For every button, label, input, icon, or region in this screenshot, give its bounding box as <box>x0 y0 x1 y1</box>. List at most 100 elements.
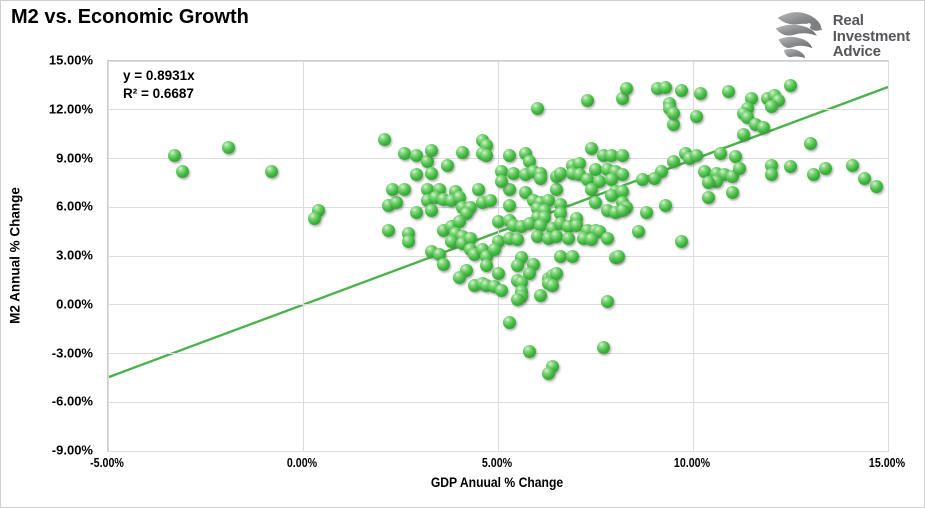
scatter-point <box>175 165 189 178</box>
scatter-point <box>702 176 716 190</box>
scatter-point <box>858 171 872 185</box>
scatter-point <box>604 148 618 162</box>
scatter-point <box>409 205 423 219</box>
scatter-point <box>265 165 279 178</box>
gridline-horizontal <box>108 304 888 306</box>
scatter-point <box>378 132 392 146</box>
scatter-point <box>550 182 563 196</box>
scatter-point <box>667 155 680 169</box>
scatter-point <box>631 225 645 239</box>
x-tick-label: 10.00% <box>673 455 711 470</box>
scatter-point <box>635 173 649 187</box>
chart-title: M2 vs. Economic Growth <box>11 6 249 28</box>
scatter-point <box>600 231 614 245</box>
gridline-horizontal <box>108 401 888 403</box>
scatter-point <box>511 259 524 273</box>
equation-line: y = 0.8931x <box>123 68 195 83</box>
scatter-point <box>401 234 415 248</box>
scatter-point <box>507 166 521 180</box>
scatter-point <box>409 148 423 162</box>
scatter-point <box>702 191 716 204</box>
scatter-point <box>479 148 493 162</box>
scatter-point <box>620 82 634 96</box>
y-tick-label: 3.00% <box>56 247 93 263</box>
scatter-point <box>522 345 536 359</box>
scatter-point <box>600 295 614 308</box>
scatter-point <box>511 233 524 247</box>
scatter-point <box>491 267 505 281</box>
scatter-point <box>483 194 497 208</box>
scatter-point <box>553 249 567 263</box>
scatter-point <box>472 182 485 196</box>
scatter-point <box>390 195 404 209</box>
scatter-point <box>440 158 454 172</box>
y-tick-label: 15.00% <box>48 52 93 68</box>
scatter-point <box>421 155 435 169</box>
scatter-point <box>546 278 560 292</box>
scatter-point <box>495 283 509 297</box>
scatter-point <box>495 174 509 188</box>
x-tick-label: 15.00% <box>868 455 906 470</box>
gridline-horizontal <box>108 206 888 208</box>
scatter-point <box>464 231 478 245</box>
scatter-point <box>725 186 739 200</box>
scatter-point <box>846 158 860 172</box>
scatter-point <box>604 189 618 203</box>
scatter-point <box>596 340 610 354</box>
gridline-horizontal <box>108 158 888 159</box>
scatter-point <box>690 148 704 162</box>
scatter-point <box>764 100 778 113</box>
logo-text: Real Investment Advice <box>833 13 910 60</box>
scatter-point <box>522 217 536 230</box>
scatter-point <box>452 215 466 229</box>
scatter-point <box>713 147 727 161</box>
scatter-point <box>491 215 505 229</box>
plot-area <box>107 60 889 452</box>
scatter-point <box>503 182 517 196</box>
scatter-point <box>729 150 743 164</box>
scatter-point <box>565 249 579 263</box>
x-tick-label: 0.00% <box>286 455 318 470</box>
scatter-point <box>764 168 778 182</box>
x-tick-label: 5.00% <box>481 455 513 470</box>
scatter-point <box>616 184 630 198</box>
scatter-point <box>167 148 181 162</box>
scatter-point <box>589 163 602 177</box>
scatter-point <box>386 182 400 196</box>
scatter-point <box>550 267 563 281</box>
scatter-point <box>436 257 450 271</box>
scatter-point <box>503 316 517 330</box>
scatter-point <box>589 195 602 209</box>
scatter-point <box>807 168 821 182</box>
scatter-point <box>534 171 548 185</box>
scatter-point <box>397 182 411 196</box>
scatter-point <box>542 366 556 380</box>
scatter-point <box>659 199 673 213</box>
scatter-point <box>819 161 833 175</box>
scatter-point <box>869 179 883 193</box>
scatter-point <box>612 249 626 263</box>
scatter-point <box>803 137 817 151</box>
scatter-point <box>452 270 466 284</box>
logo-line-1: Real <box>832 12 864 30</box>
r-squared-line: R² = 0.6687 <box>123 86 194 101</box>
scatter-point <box>487 243 501 256</box>
scatter-point <box>647 171 661 185</box>
scatter-point <box>616 168 630 182</box>
scatter-point <box>585 142 599 156</box>
y-tick-label: 6.00% <box>56 198 93 214</box>
gridline-horizontal <box>108 109 888 111</box>
scatter-point <box>503 199 517 213</box>
scatter-point <box>585 182 599 196</box>
scatter-point <box>784 160 797 174</box>
scatter-point <box>690 109 704 123</box>
trendline-equation-label: y = 0.8931x R² = 0.6687 <box>123 67 195 103</box>
scatter-point <box>425 166 439 180</box>
brand-logo: Real Investment Advice <box>772 9 910 64</box>
scatter-point <box>639 205 653 219</box>
scatter-point <box>604 173 618 187</box>
scatter-point <box>550 230 563 243</box>
y-tick-label: 12.00% <box>48 101 93 117</box>
scatter-point <box>616 91 630 105</box>
